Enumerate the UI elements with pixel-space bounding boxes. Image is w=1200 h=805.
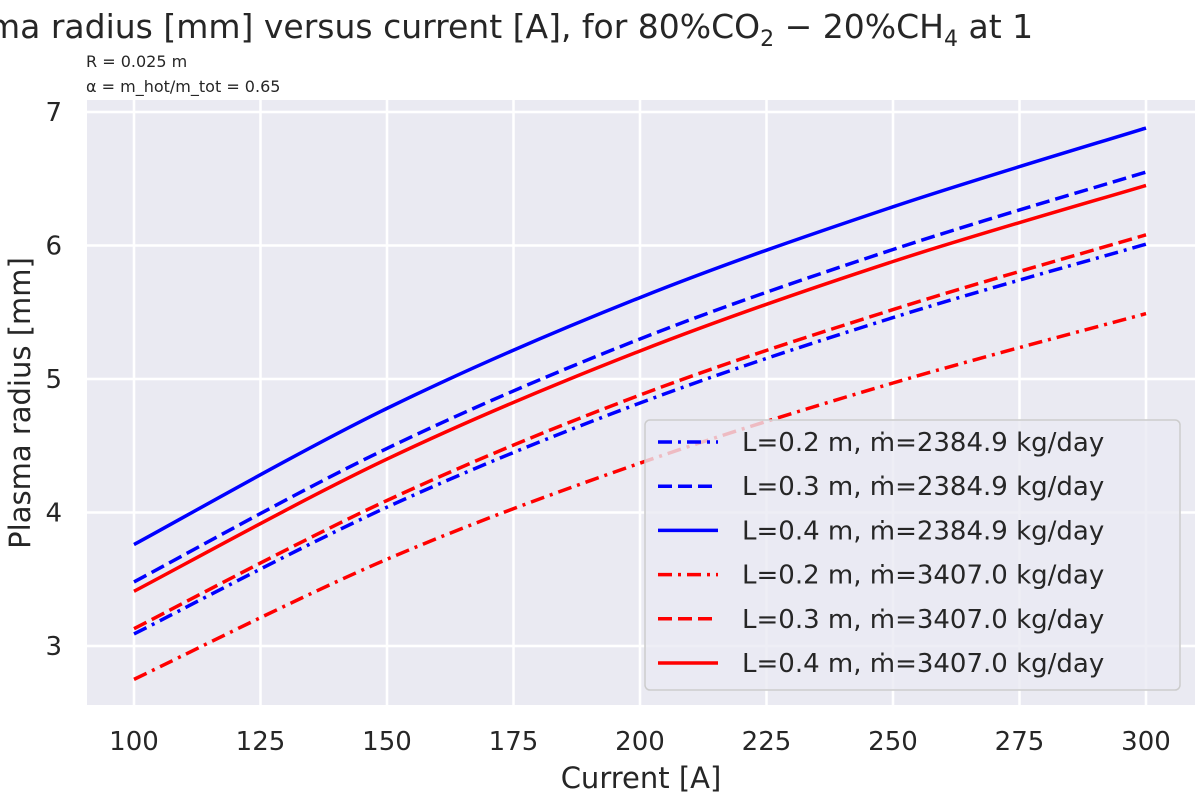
- x-tick-label: 200: [615, 727, 665, 757]
- annotation-alpha: α = m_hot/m_tot = 0.65: [86, 77, 280, 97]
- series-line: [133, 170, 1147, 584]
- title-text: − 20%CH: [774, 7, 944, 46]
- series-line: [133, 183, 1147, 593]
- legend: L=0.2 m, ṁ=2384.9 kg/day L=0.3 m, ṁ=2384.…: [644, 419, 1181, 691]
- x-tick-label: 225: [742, 727, 792, 757]
- y-tick-label: 4: [45, 499, 62, 529]
- series-lines: [133, 126, 1147, 681]
- y-tick-label: 7: [45, 98, 62, 128]
- y-tick-labels: 3 4 5 6 7: [45, 98, 62, 662]
- y-tick-label: 6: [45, 232, 62, 262]
- series-line: [133, 311, 1147, 681]
- x-tick-label: 275: [995, 727, 1045, 757]
- x-tick-label: 250: [868, 727, 918, 757]
- series-line: [133, 242, 1147, 636]
- legend-entry: L=0.2 m, ṁ=2384.9 kg/day: [742, 428, 1104, 458]
- x-tick-label: 175: [489, 727, 539, 757]
- title-subscript: 2: [760, 27, 774, 52]
- y-axis-label: Plasma radius [mm]: [3, 257, 37, 549]
- x-tick-label: 300: [1121, 727, 1171, 757]
- y-tick-label: 3: [45, 632, 62, 662]
- legend-entry: L=0.2 m, ṁ=3407.0 kg/day: [742, 561, 1104, 591]
- legend-entry: L=0.4 m, ṁ=3407.0 kg/day: [742, 649, 1104, 679]
- legend-box: [644, 419, 1181, 691]
- annotation-r: R = 0.025 m: [86, 52, 187, 71]
- title-subscript: 4: [944, 27, 958, 52]
- title-text: ma radius [mm] versus current [A], for 8…: [0, 7, 760, 46]
- legend-entry: L=0.4 m, ṁ=2384.9 kg/day: [742, 516, 1104, 546]
- x-tick-label: 150: [362, 727, 412, 757]
- series-line: [133, 126, 1147, 547]
- x-tick-labels: 100 125 150 175 200 225 250 275 300: [109, 727, 1171, 757]
- title-text: at 1: [958, 7, 1033, 46]
- legend-entry: L=0.3 m, ṁ=3407.0 kg/day: [742, 605, 1104, 635]
- y-tick-label: 5: [45, 365, 62, 395]
- x-axis-label: Current [A]: [561, 761, 722, 795]
- x-tick-label: 125: [236, 727, 286, 757]
- legend-entry: L=0.3 m, ṁ=2384.9 kg/day: [742, 472, 1104, 502]
- series-line: [133, 233, 1147, 631]
- chart-title: ma radius [mm] versus current [A], for 8…: [0, 7, 1033, 52]
- x-tick-label: 100: [109, 727, 159, 757]
